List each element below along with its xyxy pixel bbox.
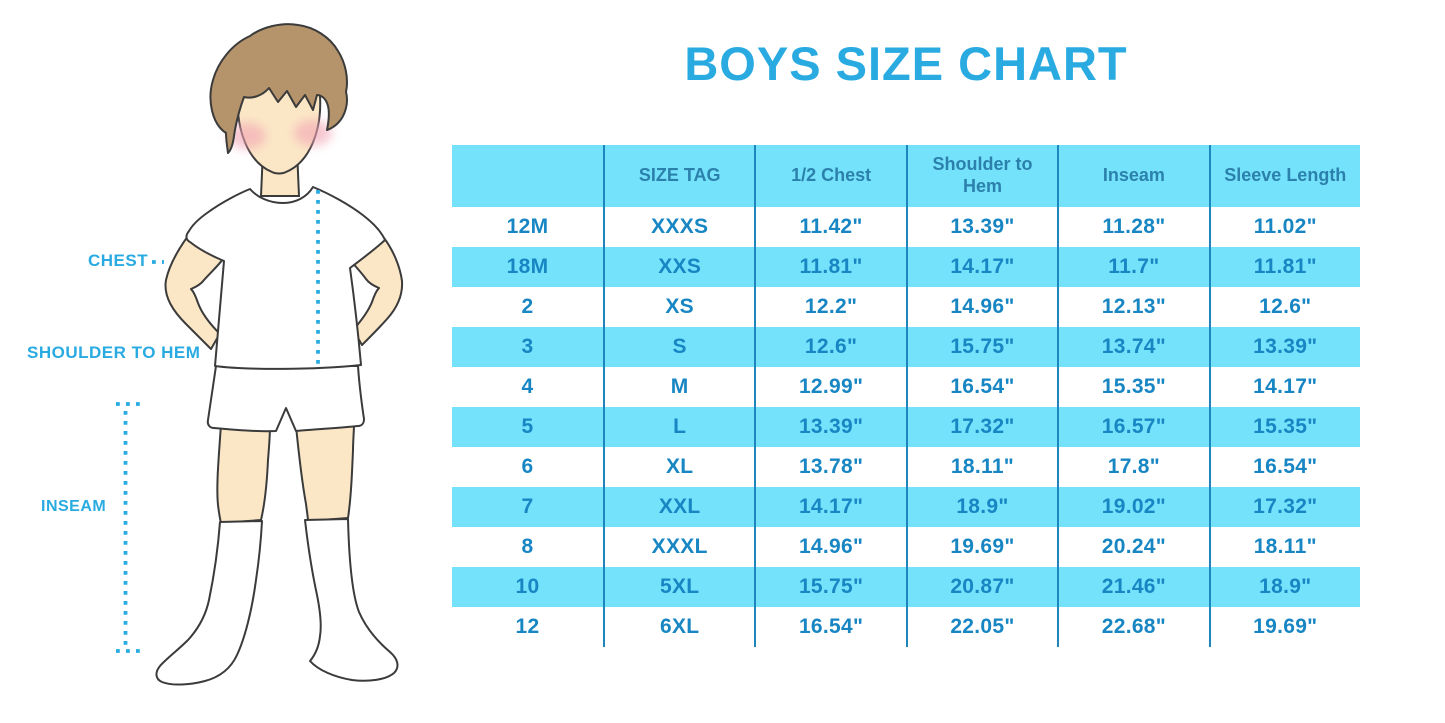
size-cell: 16.54": [1208, 447, 1360, 487]
size-cell: 19.69": [1208, 607, 1360, 647]
size-cell: 18.9": [905, 487, 1058, 527]
boy-illustration: [116, 23, 404, 686]
boy-arms: [164, 227, 404, 350]
header-cell: Shoulder to Hem: [905, 145, 1058, 207]
size-cell: 11.81": [754, 247, 906, 287]
size-cell: XXS: [603, 247, 755, 287]
size-cell: 16.57": [1057, 407, 1209, 447]
size-cell: 13.39": [905, 207, 1058, 247]
size-cell: 12.99": [754, 367, 906, 407]
page-title: BOYS SIZE CHART: [684, 37, 1128, 90]
size-cell: 13.39": [1208, 327, 1360, 367]
size-cell: 12.2": [754, 287, 906, 327]
chest-label: CHEST: [88, 251, 149, 270]
size-cell: 19.02": [1057, 487, 1209, 527]
boy-legs: [216, 423, 355, 524]
size-row-label: 2: [452, 287, 603, 327]
size-cell: 22.05": [905, 607, 1058, 647]
size-cell: 16.54": [905, 367, 1058, 407]
size-cell: M: [603, 367, 755, 407]
size-cell: 12.6": [754, 327, 906, 367]
boy-figure: CHEST SHOULDER TO HEM INSEAM: [0, 0, 452, 723]
header-cell: 1/2 Chest: [754, 145, 906, 207]
size-cell: 21.46": [1057, 567, 1209, 607]
size-cell: 14.17": [905, 247, 1058, 287]
size-cell: 11.42": [754, 207, 906, 247]
inseam-label: INSEAM: [41, 498, 107, 515]
size-row-label: 3: [452, 327, 603, 367]
size-cell: 11.81": [1208, 247, 1360, 287]
size-cell: 11.02": [1208, 207, 1360, 247]
size-row-label: 10: [452, 567, 603, 607]
boy-shirt: [185, 186, 386, 370]
size-cell: 12.13": [1057, 287, 1209, 327]
boy-cheeks: [228, 120, 332, 149]
size-cell: 15.75": [905, 327, 1058, 367]
shoulder-to-hem-label: SHOULDER TO HEM: [27, 343, 201, 362]
size-row-label: 7: [452, 487, 603, 527]
size-cell: 20.87": [905, 567, 1058, 607]
size-cell: 6XL: [603, 607, 755, 647]
size-cell: 15.35": [1208, 407, 1360, 447]
inseam-measure-line: [116, 402, 143, 653]
size-cell: XXL: [603, 487, 755, 527]
size-cell: XS: [603, 287, 755, 327]
boy-socks: [155, 518, 399, 686]
size-cell: 19.69": [905, 527, 1058, 567]
size-cell: XL: [603, 447, 755, 487]
size-cell: 17.8": [1057, 447, 1209, 487]
boy-hair: [209, 23, 348, 154]
size-cell: 14.17": [1208, 367, 1360, 407]
size-cell: XXXS: [603, 207, 755, 247]
size-cell: 15.35": [1057, 367, 1209, 407]
size-cell: 11.7": [1057, 247, 1209, 287]
size-row-label: 8: [452, 527, 603, 567]
size-row-label: 4: [452, 367, 603, 407]
size-cell: 13.74": [1057, 327, 1209, 367]
size-cell: S: [603, 327, 755, 367]
size-cell: 16.54": [754, 607, 906, 647]
boy-shorts: [206, 365, 365, 433]
size-row-label: 6: [452, 447, 603, 487]
header-cell: Inseam: [1057, 145, 1209, 207]
size-row-label: 5: [452, 407, 603, 447]
size-cell: 18.11": [1208, 527, 1360, 567]
size-cell: L: [603, 407, 755, 447]
size-cell: 5XL: [603, 567, 755, 607]
size-cell: 14.96": [905, 287, 1058, 327]
size-cell: 22.68": [1057, 607, 1209, 647]
size-cell: 11.28": [1057, 207, 1209, 247]
size-cell: 18.9": [1208, 567, 1360, 607]
size-cell: 14.17": [754, 487, 906, 527]
size-cell: 20.24": [1057, 527, 1209, 567]
size-row-label: 12: [452, 607, 603, 647]
size-cell: XXXL: [603, 527, 755, 567]
size-row-label: 12M: [452, 207, 603, 247]
size-cell: 13.78": [754, 447, 906, 487]
size-cell: 12.6": [1208, 287, 1360, 327]
header-cell: SIZE TAG: [603, 145, 755, 207]
size-cell: 14.96": [754, 527, 906, 567]
header-cell: Sleeve Length: [1208, 145, 1360, 207]
size-cell: 17.32": [1208, 487, 1360, 527]
size-cell: 18.11": [905, 447, 1058, 487]
size-cell: 13.39": [754, 407, 906, 447]
size-table: SIZE TAG 1/2 Chest Shoulder to Hem Inseam Sl…: [452, 145, 1360, 647]
size-cell: 15.75": [754, 567, 906, 607]
size-row-label: 18M: [452, 247, 603, 287]
header-cell-blank: [452, 145, 603, 207]
size-cell: 17.32": [905, 407, 1058, 447]
